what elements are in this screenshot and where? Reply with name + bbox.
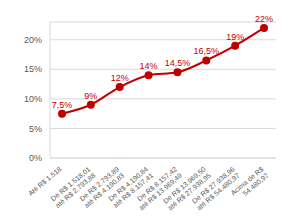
svg-text:22%: 22% <box>255 14 273 24</box>
svg-text:12%: 12% <box>111 73 129 83</box>
svg-text:14,5%: 14,5% <box>165 58 191 68</box>
svg-text:0%: 0% <box>29 153 42 163</box>
svg-text:19%: 19% <box>226 32 244 42</box>
svg-text:9%: 9% <box>84 91 97 101</box>
svg-text:Acima de R$54.480,97: Acima de R$54.480,97 <box>229 165 269 202</box>
svg-text:16,5%: 16,5% <box>194 46 220 56</box>
svg-text:5%: 5% <box>29 124 42 134</box>
svg-text:7,5%: 7,5% <box>52 100 73 110</box>
svg-text:20%: 20% <box>24 35 42 45</box>
svg-text:14%: 14% <box>140 61 158 71</box>
svg-text:15%: 15% <box>24 64 42 74</box>
svg-text:10%: 10% <box>24 94 42 104</box>
